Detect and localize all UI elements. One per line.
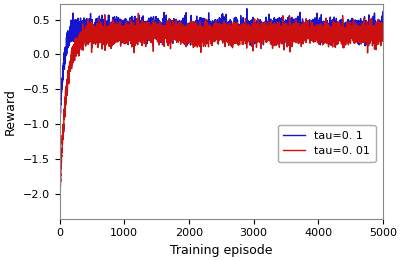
- tau=0. 01: [116, 27, 121, 30]
- Line: tau=0. 01: tau=0. 01: [60, 13, 383, 203]
- X-axis label: Training episode: Training episode: [170, 244, 272, 257]
- Legend: tau=0. 1, tau=0. 01: tau=0. 1, tau=0. 01: [277, 125, 376, 162]
- tau=0. 01: [136, 12, 141, 15]
- tau=0. 1: [267, 24, 272, 27]
- tau=0. 01: [298, 34, 303, 38]
- tau=0. 01: [267, 30, 272, 33]
- tau=0. 01: [181, 41, 186, 44]
- tau=0. 1: [181, 19, 186, 22]
- tau=0. 1: [323, 33, 328, 36]
- tau=0. 1: [116, 24, 121, 27]
- tau=0. 1: [251, 29, 256, 32]
- tau=0. 01: [57, 201, 62, 204]
- tau=0. 1: [298, 32, 303, 35]
- tau=0. 01: [57, 199, 62, 203]
- tau=0. 01: [381, 24, 385, 27]
- tau=0. 1: [381, 31, 385, 34]
- tau=0. 01: [251, 38, 256, 41]
- tau=0. 1: [57, 126, 62, 129]
- Y-axis label: Reward: Reward: [4, 88, 17, 135]
- tau=0. 01: [323, 20, 328, 23]
- tau=0. 1: [244, 7, 249, 10]
- Line: tau=0. 1: tau=0. 1: [60, 9, 383, 127]
